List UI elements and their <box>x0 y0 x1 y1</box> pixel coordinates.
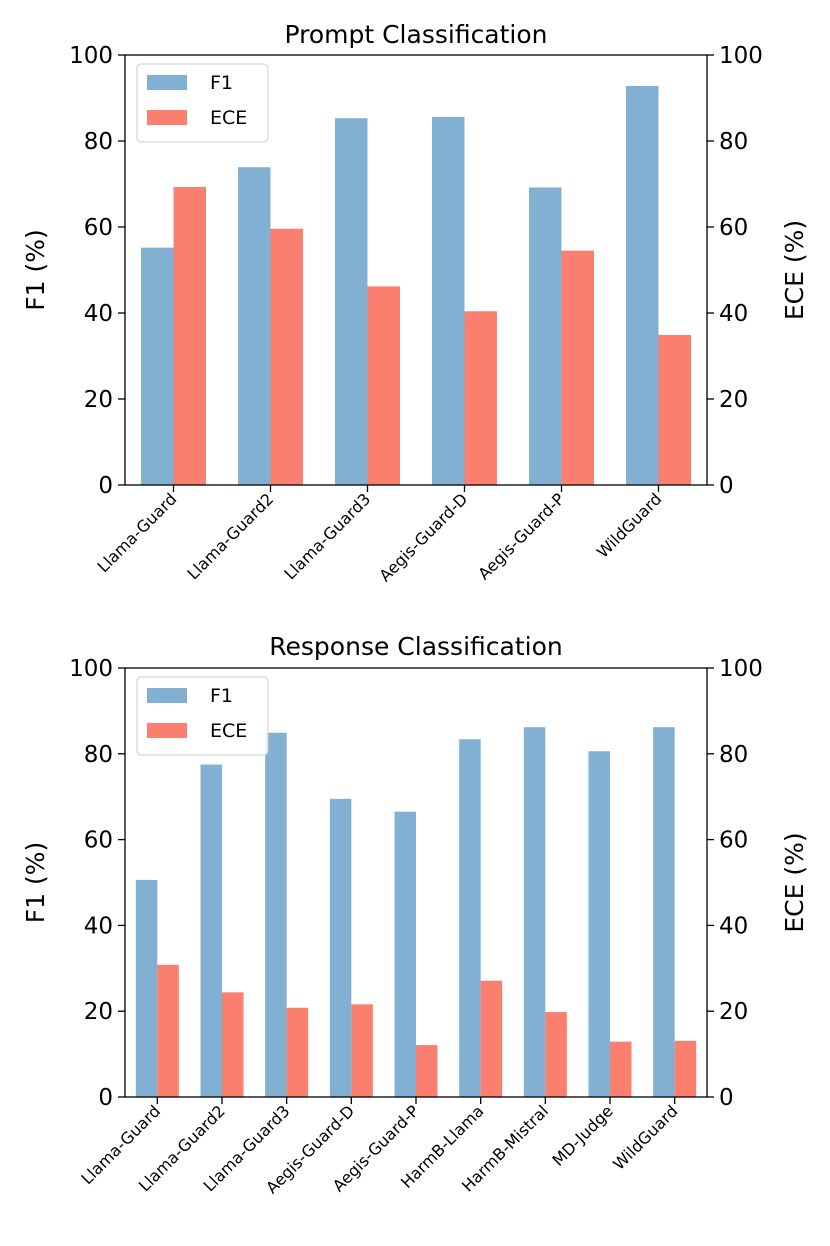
x-tick-label: Llama-Guard2 <box>183 489 277 583</box>
right-y-axis-label: ECE (%) <box>780 832 809 932</box>
ece-bar <box>464 311 497 485</box>
left-y-tick-label: 40 <box>84 913 113 939</box>
ece-bar <box>270 228 303 485</box>
left-y-tick-label: 80 <box>84 129 113 155</box>
f1-bar <box>523 727 546 1097</box>
left-y-tick-label: 60 <box>84 828 113 854</box>
ece-bar <box>367 286 400 485</box>
right-y-tick-label: 100 <box>719 43 763 69</box>
f1-bar <box>653 727 675 1097</box>
ece-bar <box>561 250 594 485</box>
left-y-tick-label: 40 <box>84 301 113 327</box>
right-y-tick-label: 80 <box>719 742 748 768</box>
x-tick-label: Llama-Guard <box>94 489 181 576</box>
x-tick-label: MD-Judge <box>548 1101 616 1169</box>
ece-bar <box>416 1045 438 1097</box>
ece-bar <box>610 1041 632 1097</box>
ece-bar <box>286 1007 309 1097</box>
right-y-tick-label: 80 <box>719 129 748 155</box>
f1-bar <box>459 739 481 1097</box>
f1-bar <box>529 187 562 485</box>
x-tick-label: Llama-Guard3 <box>280 489 374 583</box>
right-y-tick-label: 20 <box>719 387 748 413</box>
legend-swatch-f1 <box>147 688 187 703</box>
right-y-tick-label: 20 <box>719 999 748 1025</box>
f1-bar <box>265 732 287 1097</box>
legend-label-ece: ECE <box>210 720 247 742</box>
f1-bar <box>394 811 416 1097</box>
right-y-tick-label: 0 <box>719 473 734 499</box>
x-tick-label: WildGuard <box>593 489 665 561</box>
f1-bar <box>588 751 610 1097</box>
f1-bar <box>238 167 271 486</box>
left-y-tick-label: 0 <box>98 1085 113 1111</box>
right-y-tick-label: 100 <box>719 656 763 682</box>
right-y-tick-label: 60 <box>719 215 748 241</box>
ece-bar <box>157 964 179 1097</box>
ece-bar <box>480 980 503 1097</box>
legend: F1 ECE <box>136 676 269 756</box>
f1-bar <box>626 85 659 486</box>
left-y-tick-label: 20 <box>84 387 113 413</box>
right-y-tick-label: 60 <box>719 828 748 854</box>
ece-bar <box>674 1040 697 1097</box>
chart-title: Response Classification <box>269 632 562 661</box>
left-y-tick-label: 0 <box>98 473 113 499</box>
legend-swatch-ece <box>147 110 187 125</box>
right-y-tick-label: 40 <box>719 301 748 327</box>
f1-bar <box>329 798 352 1097</box>
chart-title: Prompt Classification <box>284 20 547 49</box>
ece-bar <box>173 187 206 485</box>
legend-label-f1: F1 <box>210 685 233 707</box>
f1-bar <box>141 247 174 485</box>
f1-bar <box>200 764 222 1097</box>
left-y-axis-label: F1 (%) <box>21 229 50 311</box>
right-y-tick-label: 0 <box>719 1085 734 1111</box>
f1-bar <box>335 118 368 486</box>
ece-bar <box>545 1012 567 1097</box>
x-tick-label: Aegis-Guard-P <box>474 489 568 583</box>
legend-swatch-f1 <box>147 75 187 90</box>
f1-bar <box>432 116 465 486</box>
x-tick-label: Aegis-Guard-D <box>375 489 471 585</box>
left-y-tick-label: 20 <box>84 999 113 1025</box>
right-y-axis-label: ECE (%) <box>780 220 809 320</box>
plot-frame <box>124 54 708 486</box>
f1-bar <box>135 879 158 1097</box>
left-y-axis-label: F1 (%) <box>21 842 50 924</box>
legend-label-ece: ECE <box>210 107 247 129</box>
x-tick-label: WildGuard <box>609 1101 681 1173</box>
left-y-tick-label: 80 <box>84 742 113 768</box>
ece-bar <box>222 992 244 1097</box>
legend-label-f1: F1 <box>210 72 233 94</box>
left-y-tick-label: 100 <box>69 43 113 69</box>
left-y-tick-label: 100 <box>69 656 113 682</box>
ece-bar <box>351 1004 373 1097</box>
left-y-tick-label: 60 <box>84 215 113 241</box>
legend-swatch-ece <box>147 723 187 738</box>
ece-bar <box>658 334 691 485</box>
legend: F1 ECE <box>136 63 269 143</box>
right-y-tick-label: 40 <box>719 913 748 939</box>
